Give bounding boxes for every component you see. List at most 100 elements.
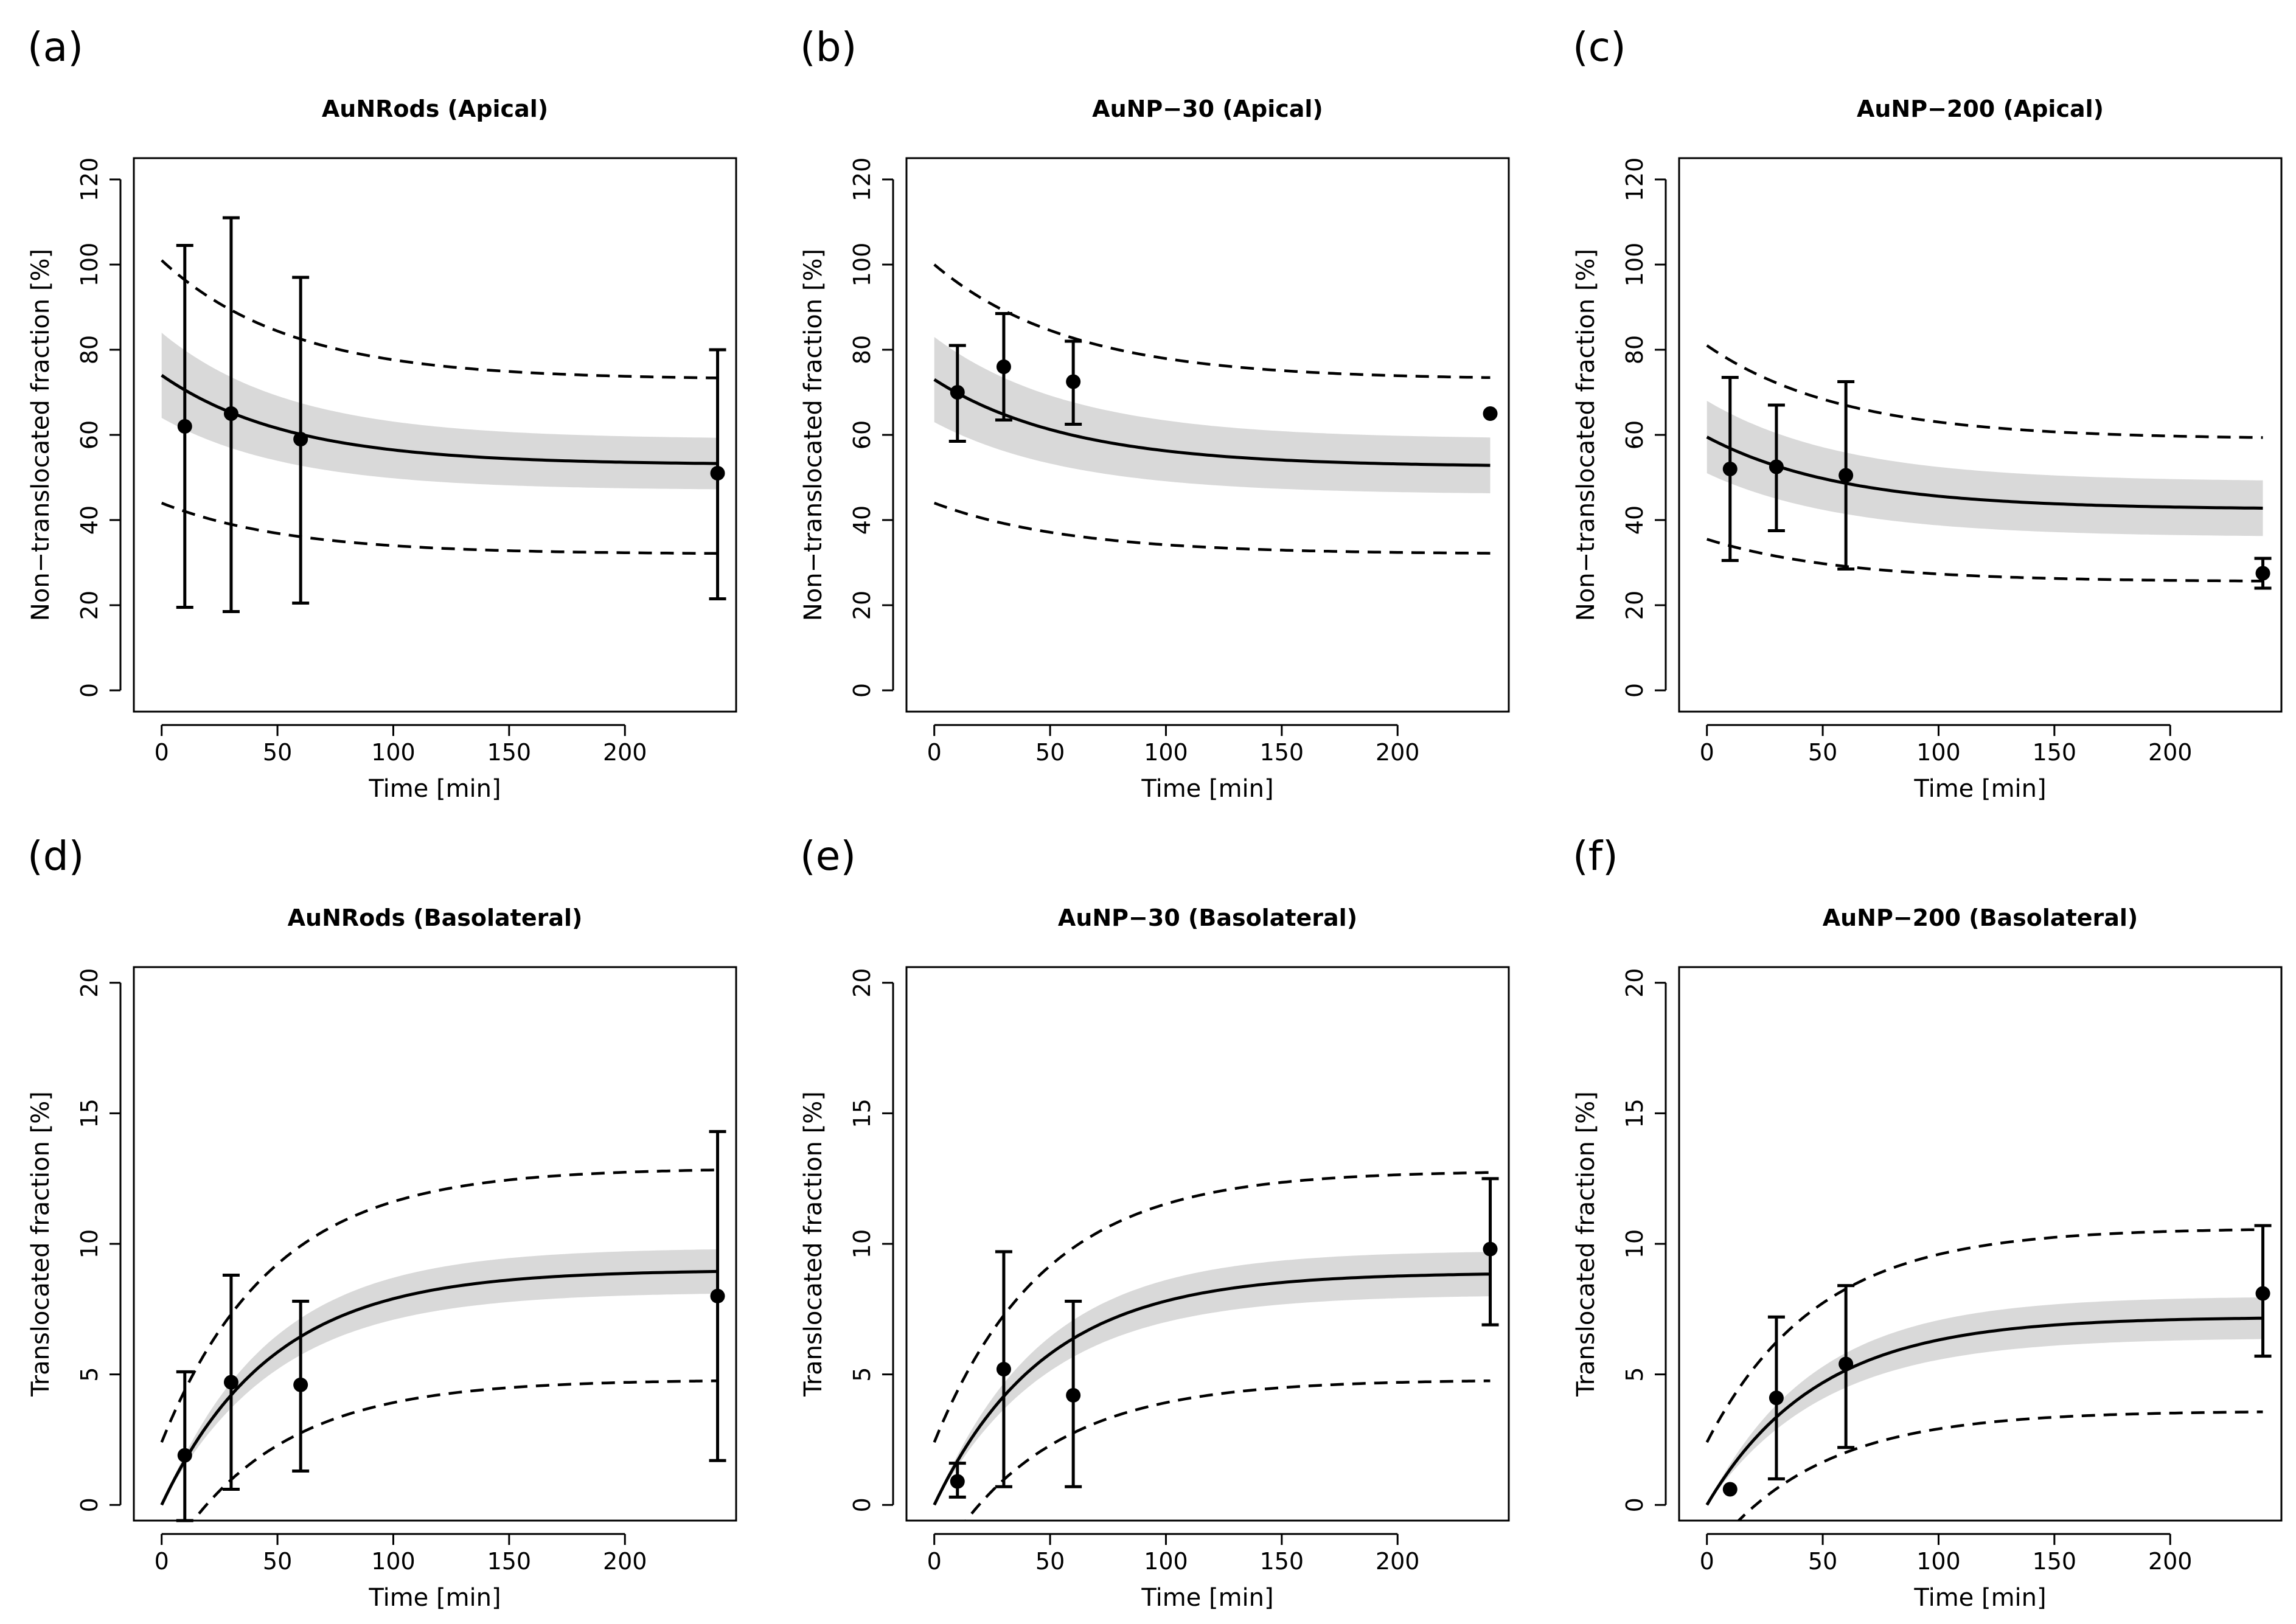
x-tick-label: 200 xyxy=(2148,1548,2193,1575)
plot-frame xyxy=(133,966,737,1522)
x-tick-label: 100 xyxy=(1916,1548,1961,1575)
x-tick-label: 150 xyxy=(1260,739,1304,766)
x-tick-label: 100 xyxy=(371,1548,416,1575)
y-tick-label: 80 xyxy=(849,335,875,364)
x-tick-label: 0 xyxy=(927,739,942,766)
panel-letter: (c) xyxy=(1573,24,1626,71)
panel-d: (d)AuNRods (Basolateral)0 50 100 150 200Time… xyxy=(27,833,737,1612)
y-tick-label: 40 xyxy=(849,505,875,535)
data-point xyxy=(996,359,1011,374)
data-point xyxy=(293,1377,308,1392)
y-tick-label: 10 xyxy=(1621,1229,1648,1258)
panel-letter: (f) xyxy=(1573,833,1618,880)
y-tick-label: 5 xyxy=(76,1367,103,1382)
confidence-band xyxy=(161,1249,718,1505)
x-tick-label: 0 xyxy=(155,1548,169,1575)
prediction-interval-upper xyxy=(933,263,1491,380)
y-tick-label: 0 xyxy=(1621,1497,1648,1512)
data-point xyxy=(950,1474,965,1489)
plot-area xyxy=(160,1168,718,1521)
data-point xyxy=(1722,1482,1738,1497)
x-axis-label: Time [min] xyxy=(368,1584,501,1612)
data-point xyxy=(1483,406,1498,421)
x-tick-label: 0 xyxy=(1700,1548,1714,1575)
data-point xyxy=(177,419,192,434)
prediction-interval-upper xyxy=(160,1168,718,1443)
y-tick-label: 5 xyxy=(849,1367,875,1382)
y-tick-label: 20 xyxy=(849,968,875,998)
confidence-band xyxy=(934,1252,1491,1505)
y-tick-label: 80 xyxy=(76,335,103,364)
y-tick-label: 100 xyxy=(849,243,875,287)
panel-e: (e)AuNP−30 (Basolateral)0 50 100 150 200Time… xyxy=(799,833,1510,1612)
x-tick-label: 150 xyxy=(2033,1548,2077,1575)
panel-letter: (b) xyxy=(800,24,857,71)
plot-frame xyxy=(1678,966,2283,1522)
x-tick-label: 50 xyxy=(263,1548,292,1575)
panel-f: (f)AuNP−200 (Basolateral)0 50 100 150 200Tim… xyxy=(1572,833,2283,1612)
y-tick-label: 40 xyxy=(76,505,103,535)
data-point xyxy=(1839,1356,1854,1372)
y-tick-label: 0 xyxy=(76,1497,103,1512)
x-tick-label: 150 xyxy=(487,1548,532,1575)
y-axis-label: Translocated fraction [%] xyxy=(799,1091,827,1397)
y-tick-label: 120 xyxy=(76,158,103,202)
y-tick-label: 15 xyxy=(849,1098,875,1128)
confidence-band xyxy=(934,337,1491,493)
x-tick-label: 100 xyxy=(1144,739,1188,766)
x-tick-label: 200 xyxy=(1376,1548,1420,1575)
x-tick-label: 200 xyxy=(603,1548,647,1575)
chart-title: AuNRods (Basolateral) xyxy=(288,904,583,931)
chart-title: AuNP−30 (Basolateral) xyxy=(1058,904,1357,931)
data-point xyxy=(1769,459,1784,474)
prediction-interval-upper xyxy=(161,259,718,380)
x-tick-label: 50 xyxy=(1035,1548,1065,1575)
data-point xyxy=(177,1448,192,1463)
y-tick-label: 20 xyxy=(76,591,103,620)
prediction-interval-upper xyxy=(933,1171,1491,1443)
data-point xyxy=(293,432,308,446)
prediction-interval-lower xyxy=(1736,1411,2263,1521)
data-point xyxy=(1066,374,1081,389)
data-point xyxy=(223,406,238,421)
data-point xyxy=(1839,468,1854,483)
plot-frame xyxy=(905,966,1510,1522)
plot-frame xyxy=(1678,157,2283,713)
y-tick-label: 20 xyxy=(1621,968,1648,998)
x-tick-label: 50 xyxy=(1808,1548,1837,1575)
x-axis-label: Time [min] xyxy=(1913,775,2046,803)
chart-title: AuNP−30 (Apical) xyxy=(1092,95,1323,122)
y-axis-label: Translocated fraction [%] xyxy=(27,1091,55,1397)
y-tick-label: 100 xyxy=(1621,243,1648,287)
x-axis-label: Time [min] xyxy=(1141,1584,1273,1612)
x-axis-label: Time [min] xyxy=(1913,1584,2046,1612)
y-tick-label: 20 xyxy=(849,591,875,620)
prediction-interval-upper xyxy=(1705,1228,2263,1443)
x-axis-label: Time [min] xyxy=(368,775,501,803)
data-point xyxy=(1769,1390,1784,1406)
x-tick-label: 150 xyxy=(2033,739,2077,766)
prediction-interval-lower xyxy=(161,501,718,555)
x-tick-label: 0 xyxy=(1700,739,1714,766)
x-tick-label: 100 xyxy=(371,739,416,766)
y-tick-label: 120 xyxy=(849,158,875,202)
model-fit-line xyxy=(1706,435,2263,510)
data-point xyxy=(996,1362,1011,1377)
chart-title: AuNP−200 (Apical) xyxy=(1857,95,2104,122)
y-tick-label: 20 xyxy=(1621,591,1648,620)
y-tick-label: 120 xyxy=(1621,158,1648,202)
x-tick-label: 50 xyxy=(1035,739,1065,766)
y-axis-label: Non−translocated fraction [%] xyxy=(27,249,55,621)
y-tick-label: 0 xyxy=(849,1497,875,1512)
prediction-interval-lower xyxy=(1706,538,2263,583)
y-tick-label: 0 xyxy=(76,683,103,698)
x-tick-label: 50 xyxy=(263,739,292,766)
prediction-interval-lower xyxy=(933,501,1491,555)
y-axis-label: Non−translocated fraction [%] xyxy=(799,249,827,621)
y-tick-label: 100 xyxy=(76,243,103,287)
x-axis-label: Time [min] xyxy=(1141,775,1273,803)
